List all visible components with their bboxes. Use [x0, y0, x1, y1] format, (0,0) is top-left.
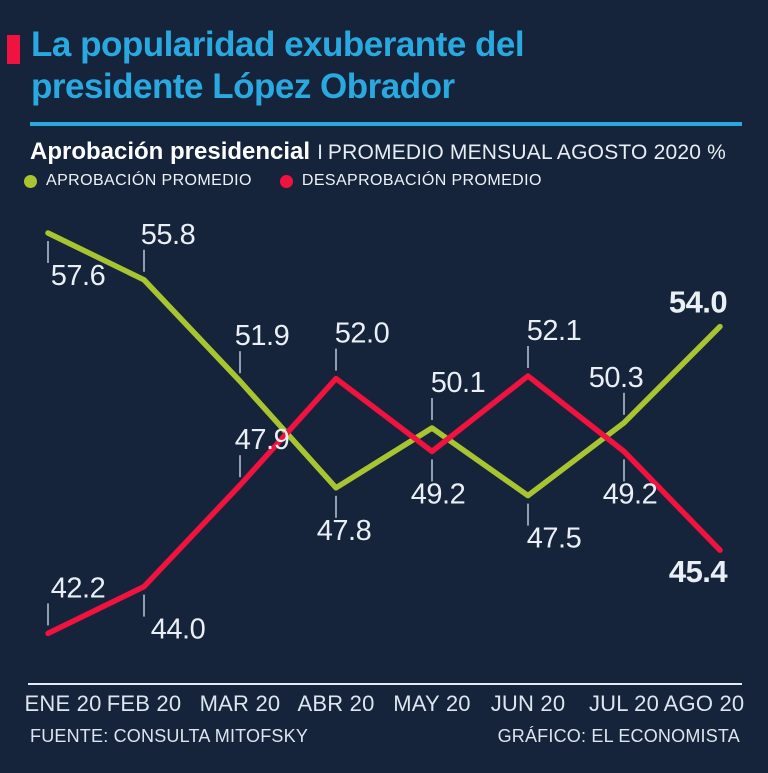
data-point-label: 49.2 — [411, 478, 465, 510]
chart-subtitle-rest: PROMEDIO MENSUAL AGOSTO 2020 % — [327, 141, 727, 164]
data-point-label: 42.2 — [51, 572, 105, 604]
page-title: La popularidad exuberante del presidente… — [31, 24, 525, 108]
legend: APROBACIÓN PROMEDIO DESAPROBACIÓN PROMED… — [24, 172, 542, 190]
series-line-desaprobacion — [45, 373, 723, 637]
data-point-label: 52.0 — [335, 318, 389, 350]
chart-subtitle: Aprobación presidencial I PROMEDIO MENSUAL… — [30, 138, 726, 166]
legend-item-desaprobacion: DESAPROBACIÓN PROMEDIO — [279, 172, 542, 190]
x-axis-label: ENE 20 — [24, 691, 101, 716]
data-point-label: 44.0 — [151, 614, 205, 646]
legend-item-aprobacion: APROBACIÓN PROMEDIO — [24, 172, 252, 190]
x-axis-label: ABR 20 — [297, 691, 374, 716]
data-point-label: 55.8 — [141, 219, 195, 251]
data-point-label: 52.1 — [527, 315, 581, 347]
series-line-aprobacion — [45, 230, 723, 499]
data-point-label: 47.9 — [235, 424, 289, 456]
chart-subtitle-bold: Aprobación presidencial — [30, 138, 311, 165]
data-point-label: 47.5 — [527, 523, 581, 555]
legend-label: DESAPROBACIÓN PROMEDIO — [301, 172, 542, 189]
data-point-label: 51.9 — [235, 320, 289, 352]
legend-dot-red-icon — [279, 174, 293, 188]
footer-credit: GRÁFICO: EL ECONOMISTA — [497, 726, 740, 746]
legend-dot-green-icon — [24, 174, 37, 188]
x-axis-label: FEB 20 — [107, 691, 182, 716]
data-point-label: 47.8 — [317, 515, 371, 547]
data-point-label: 57.6 — [51, 260, 105, 292]
chart-subtitle-separator: I — [317, 141, 323, 164]
chart: 57.6 55.8 51.9 47.8 50.1 47.5 50.3 54.0 42.2 44.0… — [24, 219, 745, 716]
x-axis-label: AGO 20 — [664, 691, 745, 716]
footer-source: FUENTE: CONSULTA MITOFSKY — [30, 726, 309, 746]
x-axis-label: JUN 20 — [491, 691, 566, 716]
x-axis-label: MAR 20 — [200, 691, 281, 716]
title-divider — [30, 122, 742, 126]
data-point-label: 50.1 — [431, 367, 485, 399]
x-axis-label: JUL 20 — [589, 691, 659, 716]
data-point-label: 50.3 — [589, 362, 643, 394]
page-title-line2: presidente López Obrador — [31, 67, 455, 106]
chart-area: 57.6 55.8 51.9 47.8 50.1 47.5 50.3 54.0 42.2 44.0… — [0, 200, 768, 768]
page-title-line1: La popularidad exuberante del — [31, 25, 525, 64]
data-point-label: 45.4 — [669, 554, 729, 589]
legend-label: APROBACIÓN PROMEDIO — [46, 172, 252, 189]
data-point-label: 54.0 — [669, 285, 727, 320]
x-axis-label: MAY 20 — [393, 691, 470, 716]
headline-bullet-icon — [7, 35, 20, 64]
data-point-label: 49.2 — [603, 478, 657, 510]
